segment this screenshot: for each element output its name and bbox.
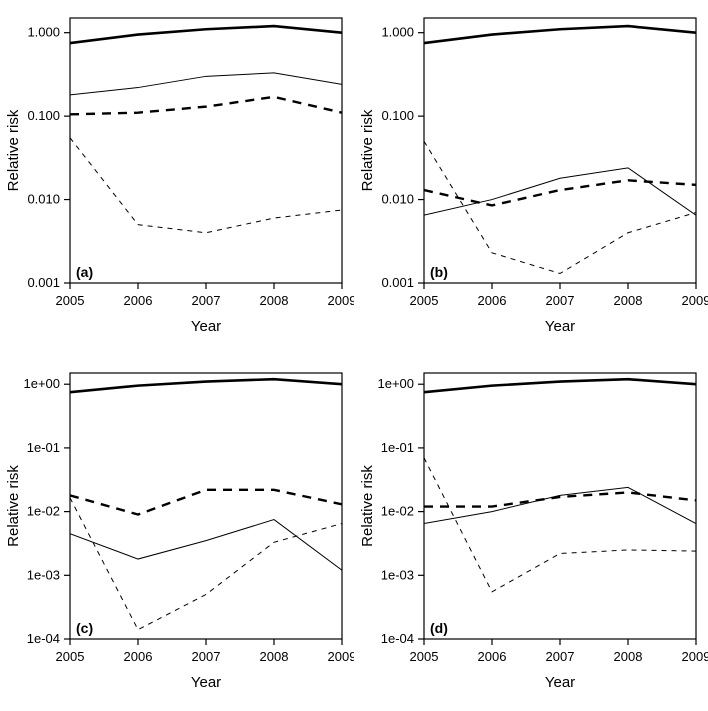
series-d-3 [424, 458, 696, 592]
svg-text:2006: 2006 [124, 293, 153, 308]
svg-text:2006: 2006 [124, 649, 153, 664]
svg-text:2005: 2005 [410, 649, 439, 664]
panel-c: 2005 2006 2007 2008 2009 Year 1e-04 1e-03 1e-02 1… [0, 355, 354, 711]
svg-text:1e-03: 1e-03 [381, 567, 414, 582]
svg-text:2005: 2005 [410, 293, 439, 308]
series-a-2 [70, 97, 342, 114]
svg-text:1e+00: 1e+00 [23, 376, 60, 391]
svg-text:2006: 2006 [478, 293, 507, 308]
panel-a: 2005 2006 2007 2008 2009 Year 0.001 0.010 0.100 1… [0, 0, 354, 355]
svg-text:Relative risk: Relative risk [359, 109, 376, 191]
svg-text:2005: 2005 [56, 293, 85, 308]
svg-text:1e-02: 1e-02 [381, 504, 414, 519]
svg-text:2006: 2006 [478, 649, 507, 664]
svg-text:1.000: 1.000 [381, 25, 414, 40]
panel-d: 2005 2006 2007 2008 2009 Year 1e-04 1e-03 1e-02 1… [354, 355, 708, 711]
svg-text:Year: Year [191, 318, 221, 335]
svg-text:0.100: 0.100 [381, 108, 414, 123]
svg-text:(a): (a) [76, 264, 93, 280]
svg-text:1e-01: 1e-01 [27, 440, 60, 455]
series-d-2 [424, 492, 696, 506]
svg-text:0.010: 0.010 [381, 192, 414, 207]
series-b-2 [424, 180, 696, 205]
svg-text:2008: 2008 [260, 293, 289, 308]
svg-text:2009: 2009 [682, 649, 708, 664]
svg-text:1.000: 1.000 [27, 25, 60, 40]
svg-text:Relative risk: Relative risk [5, 465, 22, 547]
svg-text:1e-03: 1e-03 [27, 567, 60, 582]
svg-text:2008: 2008 [614, 649, 643, 664]
svg-text:1e-04: 1e-04 [27, 631, 60, 646]
svg-text:2007: 2007 [546, 649, 575, 664]
svg-text:0.100: 0.100 [27, 108, 60, 123]
series-b-3 [424, 141, 696, 273]
svg-text:2009: 2009 [328, 649, 354, 664]
svg-text:1e-01: 1e-01 [381, 440, 414, 455]
svg-text:2005: 2005 [56, 649, 85, 664]
svg-text:Year: Year [191, 674, 221, 691]
svg-text:Year: Year [545, 674, 575, 691]
svg-text:1e+00: 1e+00 [377, 376, 414, 391]
svg-text:0.010: 0.010 [27, 192, 60, 207]
svg-text:1e-04: 1e-04 [381, 631, 414, 646]
series-b-1 [424, 168, 696, 215]
series-c-0 [70, 379, 342, 392]
svg-text:0.001: 0.001 [381, 275, 414, 290]
svg-text:1e-02: 1e-02 [27, 504, 60, 519]
series-c-2 [70, 490, 342, 515]
panel-b: 2005 2006 2007 2008 2009 Year 0.001 0.010 0.100 1… [354, 0, 708, 355]
series-a-3 [70, 138, 342, 233]
svg-text:2007: 2007 [546, 293, 575, 308]
svg-text:2009: 2009 [328, 293, 354, 308]
series-b-0 [424, 26, 696, 43]
series-a-0 [70, 26, 342, 43]
svg-text:0.001: 0.001 [27, 275, 60, 290]
svg-text:2009: 2009 [682, 293, 708, 308]
svg-text:2008: 2008 [260, 649, 289, 664]
svg-text:(c): (c) [76, 620, 93, 636]
svg-text:2007: 2007 [192, 293, 221, 308]
svg-text:Year: Year [545, 318, 575, 335]
svg-text:2008: 2008 [614, 293, 643, 308]
series-c-1 [70, 520, 342, 571]
svg-text:2007: 2007 [192, 649, 221, 664]
svg-text:(d): (d) [430, 620, 448, 636]
series-d-0 [424, 379, 696, 392]
svg-text:(b): (b) [430, 264, 448, 280]
series-a-1 [70, 73, 342, 95]
svg-text:Relative risk: Relative risk [5, 109, 22, 191]
svg-text:Relative risk: Relative risk [359, 465, 376, 547]
series-c-3 [70, 498, 342, 630]
